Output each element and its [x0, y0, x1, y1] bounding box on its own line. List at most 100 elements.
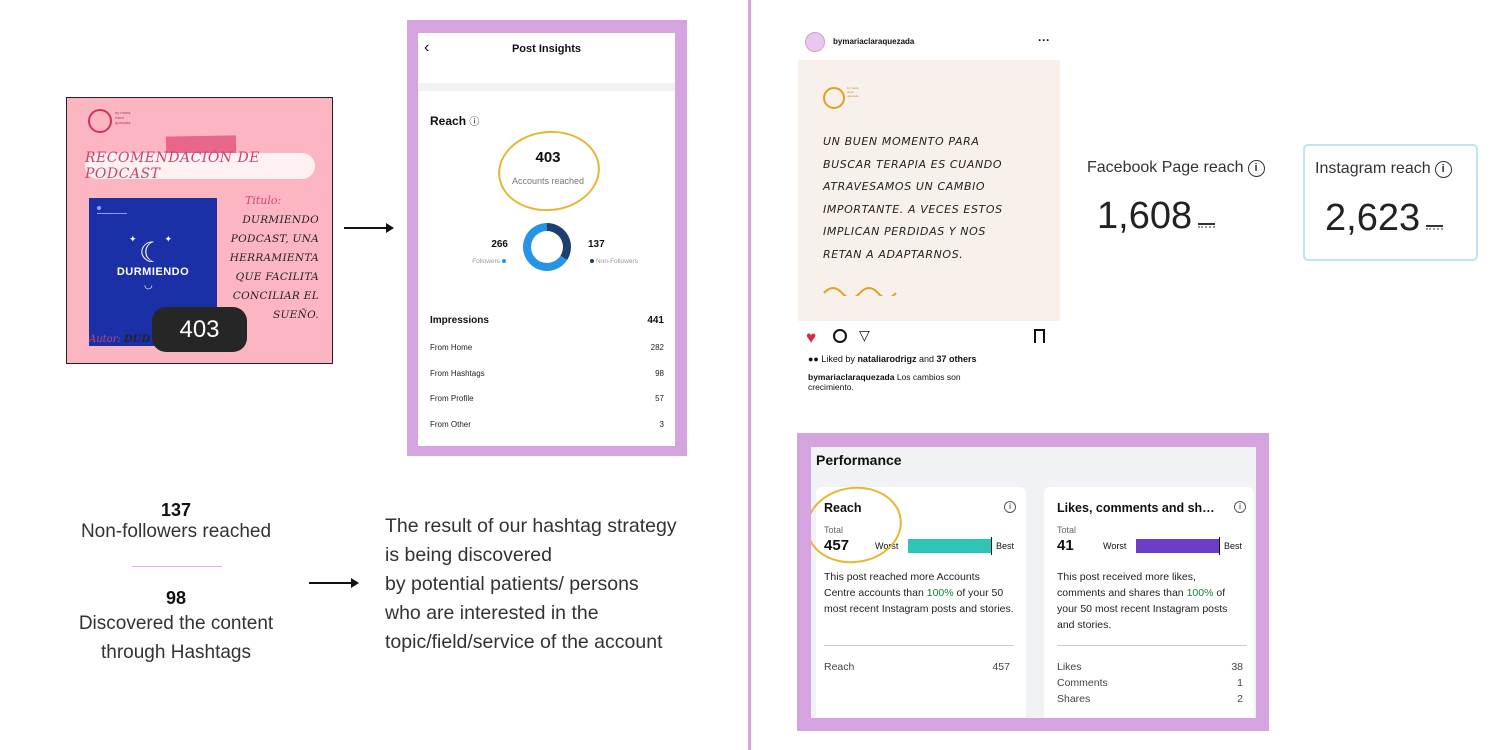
info-icon[interactable]: i: [1234, 501, 1246, 513]
liked-by-and: and: [918, 354, 934, 364]
summary-stat-value: 98: [165, 588, 187, 608]
like-heart-icon[interactable]: ♥: [806, 328, 817, 347]
likes-metric-card: Likes, comments and sh… i Total 41 Worst…: [1044, 487, 1254, 718]
logo-text: by maria clara quezada: [847, 86, 859, 98]
logo-circle-icon: [88, 109, 112, 133]
total-label: Total: [1057, 525, 1077, 535]
title-label: Titulo:: [245, 194, 282, 207]
vertical-divider: [748, 0, 751, 750]
share-icon[interactable]: ▽: [859, 327, 870, 343]
best-label: Best: [996, 541, 1015, 551]
card-separator: [1057, 645, 1247, 646]
non-followers-label: Non-Followers: [596, 258, 638, 265]
info-icon[interactable]: ⓘ: [469, 117, 480, 128]
liked-by-user[interactable]: nataliarodrigz: [857, 354, 917, 364]
author-line: Autor: DUD: [89, 334, 150, 345]
metric-description: This post reached more Accounts Centre a…: [824, 569, 1014, 617]
post-insights-title: Post Insights: [511, 43, 582, 55]
section-separator: [418, 83, 675, 91]
desc-percent: 100%: [926, 587, 954, 599]
summary-divider: [132, 566, 222, 567]
reach-label: Reach: [430, 114, 467, 128]
comment-icon[interactable]: [833, 329, 847, 343]
quote-line: ATRAVESAMOS UN CAMBIO: [823, 180, 986, 193]
summary-stat-label: Non-followers reached: [80, 521, 272, 542]
cover-title: DURMIENDO: [116, 266, 190, 278]
list-item: Comments 1: [1057, 677, 1243, 693]
instagram-reach-label: Instagram reach: [1315, 160, 1431, 177]
non-followers-dot-icon: [590, 259, 594, 263]
desc-text: of your 50 most recent Instagram posts a…: [824, 587, 1014, 615]
more-options-icon[interactable]: ···: [1038, 33, 1050, 47]
impressions-row: Impressions 441: [430, 315, 664, 326]
sunrise-icon: ◡: [144, 280, 153, 291]
followers-donut-chart: [523, 223, 571, 271]
row-value: 98: [655, 368, 664, 378]
best-marker: [1218, 537, 1220, 555]
list-item: From Hashtags 98: [430, 369, 664, 395]
quote-line: BUSCAR TERAPIA ES CUANDO: [823, 157, 1003, 171]
dash-icon: [1426, 225, 1444, 230]
row-label: From Hashtags: [430, 368, 485, 378]
worst-label: Worst: [875, 541, 899, 551]
non-followers-stat: 137 Non-Followers: [588, 239, 668, 268]
row-label: From Profile: [430, 394, 474, 404]
podcast-post-image: by maria clara quezada RECOMENDACIÓN DE …: [66, 97, 333, 364]
non-followers-value: 137: [588, 239, 605, 250]
arrow-right-icon: [344, 223, 394, 233]
row-value: 282: [650, 343, 664, 352]
impressions-label: Impressions: [430, 315, 489, 326]
accounts-reached-value: 403: [535, 149, 561, 166]
cover-line: [97, 213, 127, 214]
metric-description: This post received more likes, comments …: [1057, 569, 1247, 633]
total-label: Total: [824, 525, 844, 535]
author-value: DUD: [124, 334, 151, 345]
row-label: Shares: [1057, 693, 1091, 705]
metric-title: Likes, comments and sh…: [1057, 501, 1215, 515]
metric-rows: Likes 38 Comments 1 Shares 2: [1057, 661, 1243, 709]
info-icon[interactable]: i: [1434, 161, 1452, 178]
post-username[interactable]: bymariaclaraquezada: [833, 37, 915, 46]
comparison-bar-fill: [908, 539, 992, 553]
instagram-reach-card: Instagram reach i 2,623: [1303, 144, 1478, 261]
facebook-reach-label: Facebook Page reach: [1087, 159, 1244, 176]
avatar[interactable]: [805, 32, 825, 52]
summary-stat-label: Discovered the content through Hashtags: [78, 613, 274, 663]
metric-title: Reach: [824, 501, 862, 515]
strategy-text: The result of our hashtag strategy is be…: [385, 515, 677, 653]
info-icon[interactable]: i: [1247, 160, 1265, 177]
facebook-reach-value-row: 1,608: [1097, 195, 1216, 238]
hashtags-summary: 98 Discovered the content through Hashta…: [46, 587, 306, 667]
liked-by-others[interactable]: 37 others: [936, 354, 977, 364]
list-item: From Profile 57: [430, 394, 664, 420]
podcast-banner: RECOMENDACIÓN DE PODCAST: [85, 150, 315, 182]
back-chevron-icon[interactable]: ‹: [424, 39, 430, 56]
quote-line: IMPLICAN PERDIDAS Y NOS: [823, 225, 986, 238]
row-label: Reach: [824, 661, 855, 673]
caption-username[interactable]: bymariaclaraquezada: [808, 372, 895, 382]
list-item: Likes 38: [1057, 661, 1243, 677]
performance-title: Performance: [816, 452, 902, 468]
instagram-reach-label-row: Instagram reach i: [1315, 160, 1452, 178]
info-icon[interactable]: i: [1004, 501, 1016, 513]
best-marker: [990, 537, 992, 555]
cover-dot-icon: [97, 206, 101, 210]
moon-icon: ☾: [139, 237, 165, 268]
followers-dot-icon: [502, 259, 506, 263]
comparison-bar: [908, 537, 992, 555]
post-image: by maria clara quezada UN BUEN MOMENTO P…: [798, 60, 1060, 321]
facebook-reach-value: 1,608: [1097, 195, 1193, 237]
logo-text: by maria clara quezada: [115, 110, 131, 125]
row-value: 38: [1231, 661, 1243, 673]
caption-text: Los cambios son crecimiento.: [808, 372, 961, 392]
impressions-value: 441: [647, 315, 664, 326]
comparison-bar: [1136, 537, 1220, 555]
row-value: 3: [659, 420, 664, 430]
bookmark-icon[interactable]: [1034, 329, 1045, 343]
dash-icon: [1198, 223, 1216, 228]
total-value: 457: [824, 537, 850, 554]
quote-line: IMPORTANTE. A VECES ESTOS: [823, 202, 1003, 216]
impressions-breakdown: From Home 282 From Hashtags 98 From Profil…: [430, 343, 664, 446]
post-caption: bymariaclaraquezada Los cambios son crec…: [808, 372, 1008, 392]
liked-by-line: ●● Liked by nataliarodrigz and 37 others: [808, 354, 977, 364]
